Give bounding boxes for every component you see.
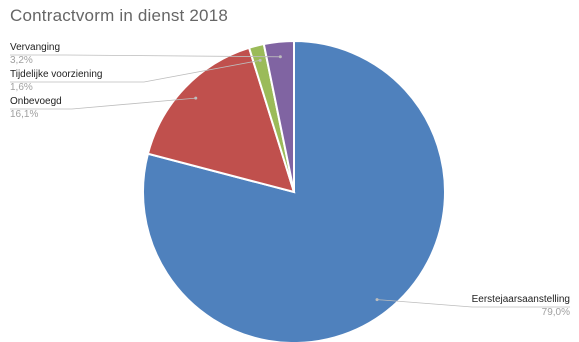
slice-label: Tijdelijke voorziening xyxy=(10,69,102,80)
pie-slice-onbevoegd xyxy=(146,46,296,194)
slice-value-label: 79,0% xyxy=(542,307,570,318)
chart-title: Contractvorm in dienst 2018 xyxy=(10,6,229,25)
slice-label: Onbevoegd xyxy=(10,96,62,107)
leader-line xyxy=(10,97,196,110)
slice-value-label: 16,1% xyxy=(10,109,38,120)
leader-line xyxy=(10,54,281,58)
leader-line xyxy=(10,59,261,83)
pie-slice-vervanging xyxy=(262,39,295,193)
slice-value-label: 3,2% xyxy=(10,55,33,66)
leader-line xyxy=(376,299,570,308)
slice-value-label: 1,6% xyxy=(10,82,33,93)
pie-slice-eerstejaarsaanstelling xyxy=(142,39,446,342)
slice-label: Eerstejaarsaanstelling xyxy=(472,294,570,305)
slice-label: Vervanging xyxy=(10,42,60,53)
